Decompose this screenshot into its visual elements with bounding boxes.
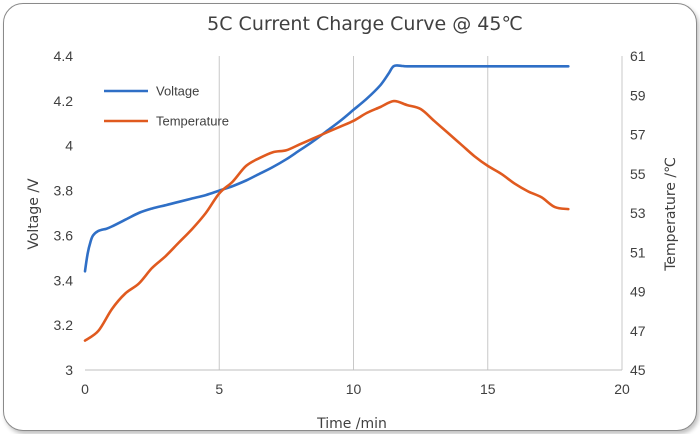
y2-tick-label: 55	[630, 166, 646, 182]
y-tick-label: 3.4	[54, 272, 74, 288]
grid-lines	[218, 56, 623, 370]
x-tick-label: 20	[614, 381, 630, 397]
y2-axis-ticks: 45 47 49 51 53 55 57 59 61	[630, 48, 646, 378]
legend-label-temperature: Temperature	[156, 114, 229, 129]
y-tick-label: 4.4	[54, 48, 74, 64]
x-axis-ticks: 0 5 10 15 20	[81, 381, 630, 397]
legend-label-voltage: Voltage	[156, 84, 199, 99]
x-tick-label: 5	[215, 381, 223, 397]
series-layer	[83, 64, 570, 342]
x-axis-label: Time /min	[316, 416, 387, 432]
series-line-temperature	[83, 99, 570, 342]
y-tick-label: 3	[65, 362, 73, 378]
x-tick-label: 15	[480, 381, 496, 397]
y-axis-ticks: 3 3.2 3.4 3.6 3.8 4 4.2 4.4	[54, 48, 74, 378]
y-tick-label: 3.6	[54, 227, 74, 243]
chart-title: 5C Current Charge Curve @ 45℃	[207, 13, 523, 35]
y2-axis-label: Temperature /℃	[663, 157, 679, 272]
x-tick-label: 10	[346, 381, 362, 397]
y2-tick-label: 61	[630, 48, 646, 64]
y2-tick-label: 45	[630, 362, 646, 378]
y2-tick-label: 59	[630, 87, 646, 103]
series-line-voltage	[83, 64, 570, 273]
y2-tick-label: 49	[630, 284, 646, 300]
y-tick-label: 4.2	[54, 93, 74, 109]
x-tick-label: 0	[81, 381, 89, 397]
y2-tick-label: 53	[630, 205, 646, 221]
y2-tick-label: 51	[630, 244, 646, 260]
y-axis-label: Voltage /V	[26, 178, 42, 250]
y2-tick-label: 47	[630, 323, 646, 339]
y-tick-label: 3.8	[54, 183, 74, 199]
chart-frame	[3, 3, 697, 431]
y-tick-label: 4	[65, 138, 73, 154]
y2-tick-label: 57	[630, 127, 646, 143]
legend: Voltage Temperature	[104, 84, 229, 129]
y-tick-label: 3.2	[54, 317, 74, 333]
